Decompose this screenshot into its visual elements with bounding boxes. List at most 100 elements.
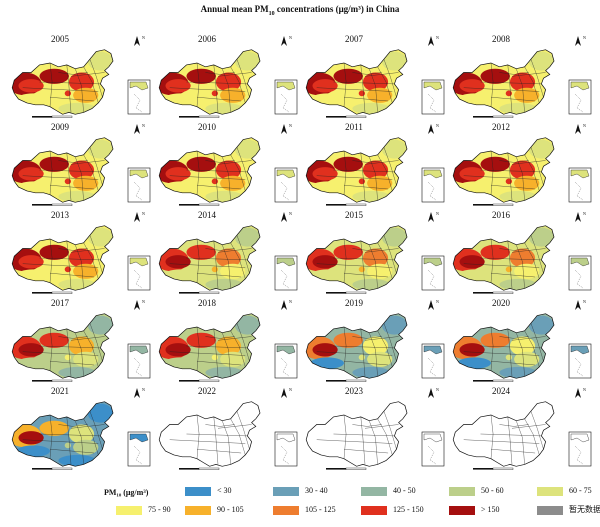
- legend-swatch: [185, 486, 211, 496]
- china-map: N: [158, 123, 298, 206]
- legend-label: 40 - 50: [393, 486, 416, 495]
- legend-item: 60 - 75: [537, 486, 592, 496]
- legend-swatch: [537, 486, 563, 496]
- legend-item: 50 - 60: [449, 486, 504, 496]
- panel-year-label: 2007: [345, 34, 363, 44]
- south-china-sea-inset: [274, 79, 298, 115]
- south-china-sea-inset: [274, 431, 298, 467]
- map-panel-2021: 2021 N: [6, 382, 153, 474]
- panel-year-label: 2014: [198, 210, 216, 220]
- south-china-sea-inset: [568, 79, 592, 115]
- panel-year-label: 2009: [51, 122, 69, 132]
- china-map: N: [452, 211, 592, 294]
- map-panel-2014: 2014 N: [153, 206, 300, 298]
- legend-item: 30 - 40: [273, 486, 328, 496]
- legend-swatch: [273, 505, 299, 515]
- south-china-sea-inset: [421, 255, 445, 291]
- legend-item: 75 - 90: [116, 505, 171, 515]
- china-map: N: [452, 35, 592, 118]
- china-map: N: [11, 299, 151, 382]
- svg-text:N: N: [436, 211, 439, 216]
- china-map: N: [158, 35, 298, 118]
- china-map: N: [158, 211, 298, 294]
- panel-year-label: 2015: [345, 210, 363, 220]
- map-panel-2006: 2006 N: [153, 30, 300, 122]
- south-china-sea-inset: [127, 343, 151, 379]
- map-panel-2020: 2020 N: [447, 294, 594, 386]
- panel-year-label: 2006: [198, 34, 216, 44]
- svg-text:N: N: [142, 387, 145, 392]
- map-panel-2022: 2022 N: [153, 382, 300, 474]
- panel-year-label: 2023: [345, 386, 363, 396]
- panel-year-label: 2011: [345, 122, 363, 132]
- svg-text:N: N: [436, 387, 439, 392]
- legend-title: PM₁₀ (μg/m³): [104, 488, 149, 497]
- map-panel-2010: 2010 N: [153, 118, 300, 210]
- legend-item: > 150: [449, 505, 500, 515]
- china-map: N: [305, 387, 445, 470]
- south-china-sea-inset: [127, 431, 151, 467]
- south-china-sea-inset: [421, 167, 445, 203]
- legend-item: 暂无数据: [537, 505, 600, 515]
- china-map: N: [452, 387, 592, 470]
- china-map: N: [158, 299, 298, 382]
- legend-swatch: [449, 505, 475, 515]
- panel-year-label: 2022: [198, 386, 216, 396]
- svg-text:N: N: [142, 123, 145, 128]
- panel-year-label: 2008: [492, 34, 510, 44]
- svg-text:N: N: [142, 299, 145, 304]
- panel-year-label: 2019: [345, 298, 363, 308]
- map-panel-2024: 2024 N: [447, 382, 594, 474]
- legend-swatch: [361, 486, 387, 496]
- china-map: N: [452, 299, 592, 382]
- legend-label: 60 - 75: [569, 486, 592, 495]
- svg-text:N: N: [583, 299, 586, 304]
- legend-label: 125 - 150: [393, 505, 424, 514]
- map-panel-2007: 2007 N: [300, 30, 447, 122]
- legend-swatch: [361, 505, 387, 515]
- legend-label: 90 - 105: [217, 505, 244, 514]
- map-panel-2019: 2019 N: [300, 294, 447, 386]
- legend-label: 30 - 40: [305, 486, 328, 495]
- legend-swatch: [273, 486, 299, 496]
- china-map: N: [305, 211, 445, 294]
- svg-text:N: N: [289, 35, 292, 40]
- map-panel-2017: 2017 N: [6, 294, 153, 386]
- china-map: N: [305, 299, 445, 382]
- south-china-sea-inset: [568, 343, 592, 379]
- panel-year-label: 2010: [198, 122, 216, 132]
- svg-text:N: N: [142, 35, 145, 40]
- map-panel-2005: 2005 N: [6, 30, 153, 122]
- panel-year-label: 2021: [51, 386, 69, 396]
- legend-label: > 150: [481, 505, 500, 514]
- map-panel-2008: 2008 N: [447, 30, 594, 122]
- panel-year-label: 2016: [492, 210, 510, 220]
- legend-label: 暂无数据: [569, 505, 600, 514]
- south-china-sea-inset: [127, 255, 151, 291]
- south-china-sea-inset: [421, 343, 445, 379]
- south-china-sea-inset: [421, 431, 445, 467]
- map-panel-2023: 2023 N: [300, 382, 447, 474]
- figure-title: Annual mean PM10 concentrations (μg/m³) …: [200, 4, 400, 17]
- panel-year-label: 2013: [51, 210, 69, 220]
- south-china-sea-inset: [274, 167, 298, 203]
- legend-swatch: [537, 505, 563, 515]
- legend-label: < 30: [217, 486, 232, 495]
- south-china-sea-inset: [568, 431, 592, 467]
- china-map: N: [11, 387, 151, 470]
- map-panel-2013: 2013 N: [6, 206, 153, 298]
- south-china-sea-inset: [421, 79, 445, 115]
- south-china-sea-inset: [127, 167, 151, 203]
- legend-item: 90 - 105: [185, 505, 244, 515]
- china-map: N: [158, 387, 298, 470]
- svg-text:N: N: [289, 299, 292, 304]
- panel-year-label: 2018: [198, 298, 216, 308]
- svg-text:N: N: [583, 35, 586, 40]
- legend-item: < 30: [185, 486, 232, 496]
- svg-text:N: N: [289, 123, 292, 128]
- south-china-sea-inset: [274, 255, 298, 291]
- svg-text:N: N: [583, 211, 586, 216]
- svg-text:N: N: [583, 387, 586, 392]
- china-map: N: [305, 35, 445, 118]
- map-panel-2015: 2015 N: [300, 206, 447, 298]
